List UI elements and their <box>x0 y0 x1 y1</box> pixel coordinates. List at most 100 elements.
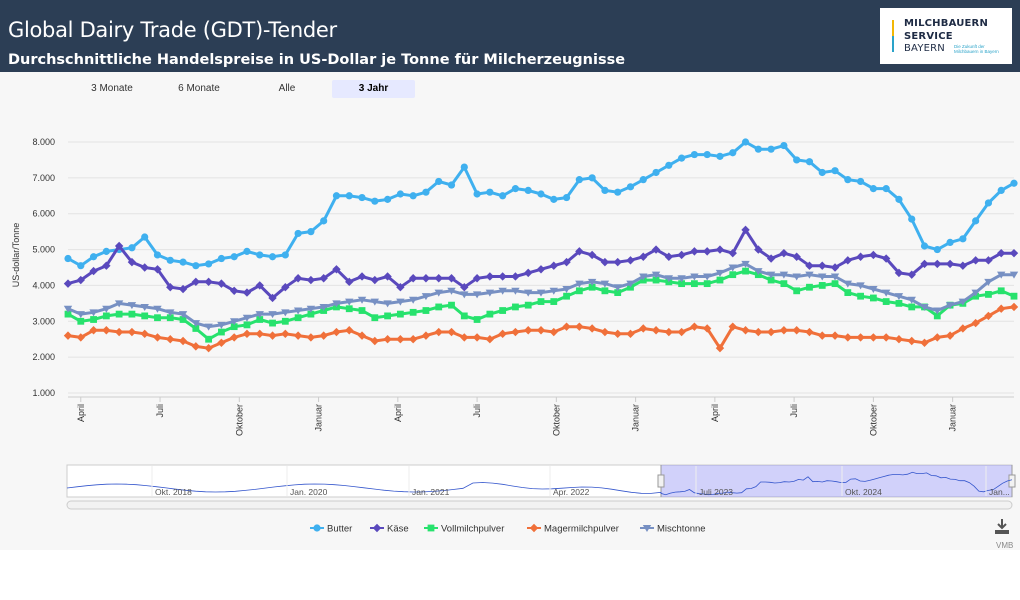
data-point[interactable] <box>908 303 916 311</box>
data-point[interactable] <box>818 168 826 177</box>
data-point[interactable] <box>600 257 610 267</box>
data-point[interactable] <box>485 335 495 344</box>
data-point[interactable] <box>805 158 814 166</box>
data-point[interactable] <box>102 326 111 335</box>
data-point[interactable] <box>613 329 622 339</box>
data-point[interactable] <box>754 268 763 276</box>
data-point[interactable] <box>256 251 264 259</box>
data-point[interactable] <box>166 314 174 322</box>
data-point[interactable] <box>192 262 200 270</box>
data-point[interactable] <box>562 257 571 267</box>
data-point[interactable] <box>421 331 431 340</box>
data-point[interactable] <box>217 279 226 288</box>
data-point[interactable] <box>702 273 712 281</box>
data-point[interactable] <box>396 335 405 344</box>
data-point[interactable] <box>895 195 903 203</box>
data-point[interactable] <box>293 307 303 315</box>
data-point[interactable] <box>882 185 890 193</box>
data-point[interactable] <box>371 197 379 205</box>
data-point[interactable] <box>64 310 72 318</box>
data-point[interactable] <box>843 280 853 288</box>
data-point[interactable] <box>869 250 878 260</box>
data-point[interactable] <box>729 149 737 157</box>
data-point[interactable] <box>178 336 188 346</box>
data-point[interactable] <box>907 296 916 304</box>
data-point[interactable] <box>651 245 661 254</box>
legend-marker-icon[interactable] <box>427 524 435 532</box>
data-point[interactable] <box>818 261 827 270</box>
data-point[interactable] <box>933 245 941 254</box>
data-point[interactable] <box>460 291 469 299</box>
data-point[interactable] <box>550 195 558 203</box>
data-point[interactable] <box>229 333 239 342</box>
data-point[interactable] <box>460 312 468 320</box>
data-point[interactable] <box>549 287 558 295</box>
data-point[interactable] <box>933 307 942 315</box>
data-point[interactable] <box>562 286 571 294</box>
data-point[interactable] <box>587 278 597 286</box>
legend-item[interactable]: Käse <box>370 524 409 535</box>
data-point[interactable] <box>639 252 648 261</box>
data-point[interactable] <box>63 279 73 288</box>
data-point[interactable] <box>933 333 942 342</box>
data-point[interactable] <box>396 310 404 318</box>
data-point[interactable] <box>422 188 430 196</box>
data-point[interactable] <box>691 280 698 288</box>
data-point[interactable] <box>895 299 903 307</box>
data-point[interactable] <box>690 273 699 281</box>
data-point[interactable] <box>166 335 175 344</box>
data-point[interactable] <box>90 316 97 323</box>
data-point[interactable] <box>435 303 443 311</box>
data-point[interactable] <box>626 256 635 265</box>
data-point[interactable] <box>383 335 392 344</box>
data-point[interactable] <box>690 322 699 331</box>
data-point[interactable] <box>486 188 494 196</box>
data-point[interactable] <box>472 333 482 342</box>
data-point[interactable] <box>268 253 277 261</box>
data-point[interactable] <box>204 277 213 287</box>
data-point[interactable] <box>332 327 341 337</box>
data-point[interactable] <box>153 305 162 313</box>
data-point[interactable] <box>587 324 597 333</box>
data-point[interactable] <box>307 228 315 236</box>
data-point[interactable] <box>383 272 392 281</box>
navigator-handle-left[interactable] <box>657 474 665 488</box>
data-point[interactable] <box>767 276 775 284</box>
data-point[interactable] <box>793 287 801 295</box>
data-point[interactable] <box>729 271 737 279</box>
data-point[interactable] <box>766 271 776 279</box>
range-button-3-months[interactable]: 3 Monate <box>68 80 156 98</box>
data-point[interactable] <box>588 283 596 291</box>
data-point[interactable] <box>613 257 622 267</box>
data-point[interactable] <box>345 305 353 313</box>
data-point[interactable] <box>114 327 124 337</box>
data-point[interactable] <box>857 292 864 300</box>
data-point[interactable] <box>370 275 380 285</box>
data-point[interactable] <box>678 280 686 288</box>
data-point[interactable] <box>766 327 776 337</box>
data-point[interactable] <box>920 242 929 250</box>
data-point[interactable] <box>716 276 724 284</box>
data-point[interactable] <box>76 333 85 342</box>
data-point[interactable] <box>191 342 201 351</box>
data-point[interactable] <box>1009 271 1019 279</box>
data-point[interactable] <box>639 176 647 184</box>
data-point[interactable] <box>383 195 392 203</box>
data-point[interactable] <box>997 304 1006 313</box>
data-point[interactable] <box>408 296 418 304</box>
data-point[interactable] <box>958 261 968 270</box>
data-point[interactable] <box>102 261 111 270</box>
data-point[interactable] <box>293 274 303 283</box>
data-point[interactable] <box>115 310 123 318</box>
data-point[interactable] <box>754 145 762 153</box>
data-point[interactable] <box>217 321 226 329</box>
data-point[interactable] <box>984 311 993 321</box>
navigator[interactable]: Okt. 2018 Jan. 2020 Jan. 2021 Apr. 2022 Juli… <box>66 464 1016 498</box>
data-point[interactable] <box>1010 292 1018 300</box>
data-point[interactable] <box>575 322 584 331</box>
data-point[interactable] <box>140 263 149 272</box>
data-point[interactable] <box>166 283 175 292</box>
navigator-scrollbar[interactable] <box>66 500 1013 510</box>
data-point[interactable] <box>818 331 827 340</box>
data-point[interactable] <box>102 247 110 255</box>
